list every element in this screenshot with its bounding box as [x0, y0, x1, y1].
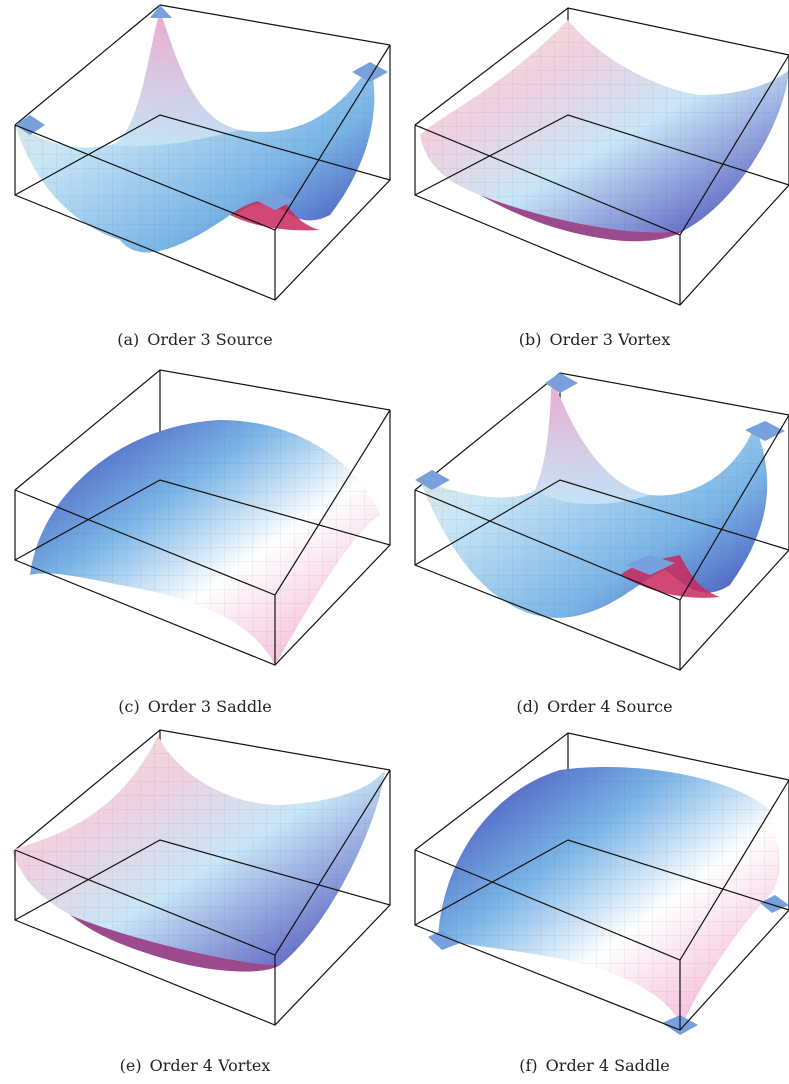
surface-plot-b	[414, 7, 789, 306]
caption-f: (f) Order 4 Saddle	[400, 1056, 789, 1075]
surface-pink-peak	[535, 377, 650, 505]
panel-d: (d) Order 4 Source	[400, 365, 789, 725]
surface-grid	[12, 735, 385, 965]
surface-grid	[30, 420, 380, 665]
corner-cap	[625, 555, 675, 575]
corner-cap	[545, 373, 578, 393]
surface-plot-d	[414, 372, 789, 671]
caption-tag: (b)	[518, 330, 542, 349]
surface-plot-e	[12, 729, 391, 1026]
caption-label: Order 4 Saddle	[545, 1056, 670, 1075]
panel-c: (c) Order 3 Saddle	[0, 365, 391, 725]
corner-cap	[428, 930, 460, 950]
surface-magenta-edge	[70, 915, 280, 972]
caption-label: Order 4 Source	[547, 697, 673, 716]
caption-label: Order 3 Source	[147, 330, 273, 349]
box-front-edges	[414, 779, 789, 1031]
caption-b: (b) Order 3 Vortex	[400, 330, 789, 349]
caption-a: (a) Order 3 Source	[0, 330, 390, 349]
corner-cap	[150, 5, 172, 18]
surface-plot-a	[14, 4, 391, 301]
corner-cap	[415, 470, 450, 490]
corner-cap	[352, 62, 388, 82]
surface-pink-peak	[110, 12, 240, 147]
surface-plot-c	[14, 369, 391, 666]
panel-e: (e) Order 4 Vortex	[0, 725, 391, 1084]
corner-cap	[15, 115, 45, 135]
surface-grid	[438, 766, 780, 1025]
surface-magenta-edge	[480, 195, 685, 242]
caption-label: Order 3 Saddle	[147, 697, 272, 716]
caption-tag: (f)	[519, 1056, 538, 1075]
corner-cap	[745, 421, 785, 441]
box-front-edges	[14, 409, 391, 666]
corner-cap	[255, 192, 295, 210]
caption-tag: (d)	[516, 697, 540, 716]
panel-f: (f) Order 4 Saddle	[400, 725, 789, 1084]
box-front-edges	[414, 414, 789, 671]
box-front-edges	[414, 54, 789, 306]
caption-tag: (e)	[119, 1056, 142, 1075]
box-front-edges	[14, 45, 391, 301]
caption-label: Order 4 Vortex	[149, 1056, 271, 1075]
surface-plot-f	[414, 732, 789, 1035]
caption-c: (c) Order 3 Saddle	[0, 697, 390, 716]
corner-cap	[760, 895, 789, 913]
caption-d: (d) Order 4 Source	[400, 697, 789, 716]
caption-tag: (a)	[117, 330, 140, 349]
caption-tag: (c)	[118, 697, 140, 716]
caption-label: Order 3 Vortex	[549, 330, 671, 349]
panel-b: (b) Order 3 Vortex	[400, 0, 789, 360]
box-front-edges	[14, 769, 391, 1026]
caption-e: (e) Order 4 Vortex	[0, 1056, 390, 1075]
panel-a: (a) Order 3 Source	[0, 0, 391, 360]
